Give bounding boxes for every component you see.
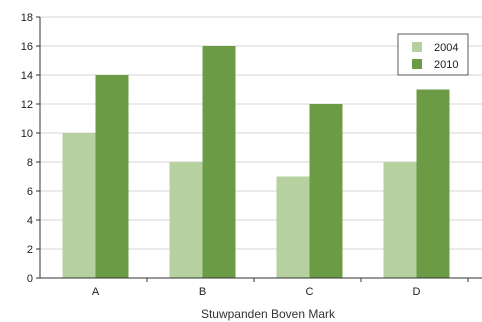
y-tick-label-4: 4 [27, 215, 33, 227]
legend-swatch-2010 [412, 59, 422, 69]
legend-swatch-2004 [412, 42, 422, 52]
bar-C-2010 [309, 104, 343, 278]
x-tick-label-D: D [413, 286, 421, 298]
axes [39, 17, 482, 279]
y-tick-label-14: 14 [21, 70, 33, 82]
bar-A-2004 [62, 133, 96, 278]
y-tick-label-10: 10 [21, 128, 33, 140]
bar-B-2010 [202, 46, 236, 278]
bars [62, 46, 450, 278]
y-tick-label-18: 18 [21, 12, 33, 24]
y-tick-label-16: 16 [21, 41, 33, 53]
legend: 2004 2010 [397, 33, 469, 76]
y-tick-label-8: 8 [27, 157, 33, 169]
x-tick-label-A: A [92, 286, 100, 298]
bar-D-2010 [416, 89, 450, 278]
y-tick-label-12: 12 [21, 99, 33, 111]
bar-B-2004 [169, 162, 203, 278]
x-axis-label: Stuwpanden Boven Mark [201, 307, 336, 321]
x-tick-label-C: C [306, 286, 314, 298]
legend-box [397, 33, 469, 76]
bar-C-2004 [276, 176, 310, 278]
legend-label-2010: 2010 [434, 59, 458, 71]
y-tick-label-0: 0 [27, 273, 33, 285]
y-tick-label-2: 2 [27, 244, 33, 256]
bar-D-2004 [383, 162, 417, 278]
y-axis-ticks: 0 2 4 6 8 10 12 14 16 18 [21, 12, 40, 285]
bar-A-2010 [95, 75, 129, 278]
x-axis-ticks: A B C D [92, 278, 469, 298]
y-tick-label-6: 6 [27, 186, 33, 198]
legend-label-2004: 2004 [434, 42, 458, 54]
x-tick-label-B: B [199, 286, 206, 298]
